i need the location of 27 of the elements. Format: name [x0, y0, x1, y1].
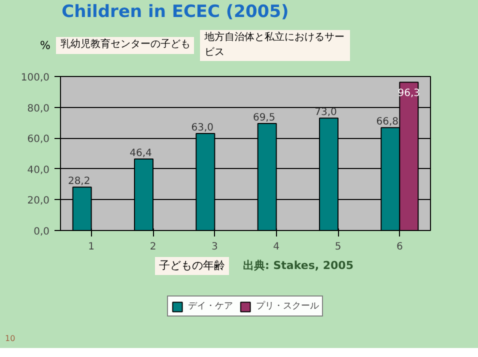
x-tick-label: 1 [88, 242, 95, 252]
data-label: 63,0 [191, 122, 214, 134]
y-tick-label: 40,0 [27, 164, 50, 176]
y-tick-label: 0,0 [34, 226, 50, 238]
source-note: 出典: Stakes, 2005 [243, 258, 354, 274]
x-tick-label: 2 [150, 242, 156, 252]
data-label: 66,8 [376, 116, 399, 128]
y-tick-label: 20,0 [27, 196, 50, 207]
x-tick-label: 5 [334, 242, 342, 252]
data-label: 28,2 [68, 176, 90, 188]
x-tick-label: 6 [396, 242, 403, 252]
data-label: 73,0 [314, 107, 337, 118]
data-label: 69,5 [252, 112, 276, 124]
x-axis-title: 子どもの年齢 [155, 257, 229, 275]
y-axis-title: % [40, 38, 50, 54]
data-label: 46,4 [130, 148, 152, 160]
text: 乳幼児教育センターの子ども [56, 37, 194, 54]
y-tick-label: 60,0 [27, 134, 50, 146]
text: 地方自治体と私立におけるサービス [200, 30, 350, 61]
x-tick-label: 4 [273, 242, 280, 252]
legend-label: プリ・スクール [256, 300, 319, 312]
legend-label: デイ・ケア [188, 300, 233, 312]
y-tick-label: 100,0 [20, 72, 50, 84]
y-tick-label: 80,0 [27, 103, 50, 114]
chart-title: Children in ECEC (2005) [60, 1, 290, 24]
x-tick-label: 3 [211, 242, 218, 252]
text: 10 [5, 333, 16, 344]
